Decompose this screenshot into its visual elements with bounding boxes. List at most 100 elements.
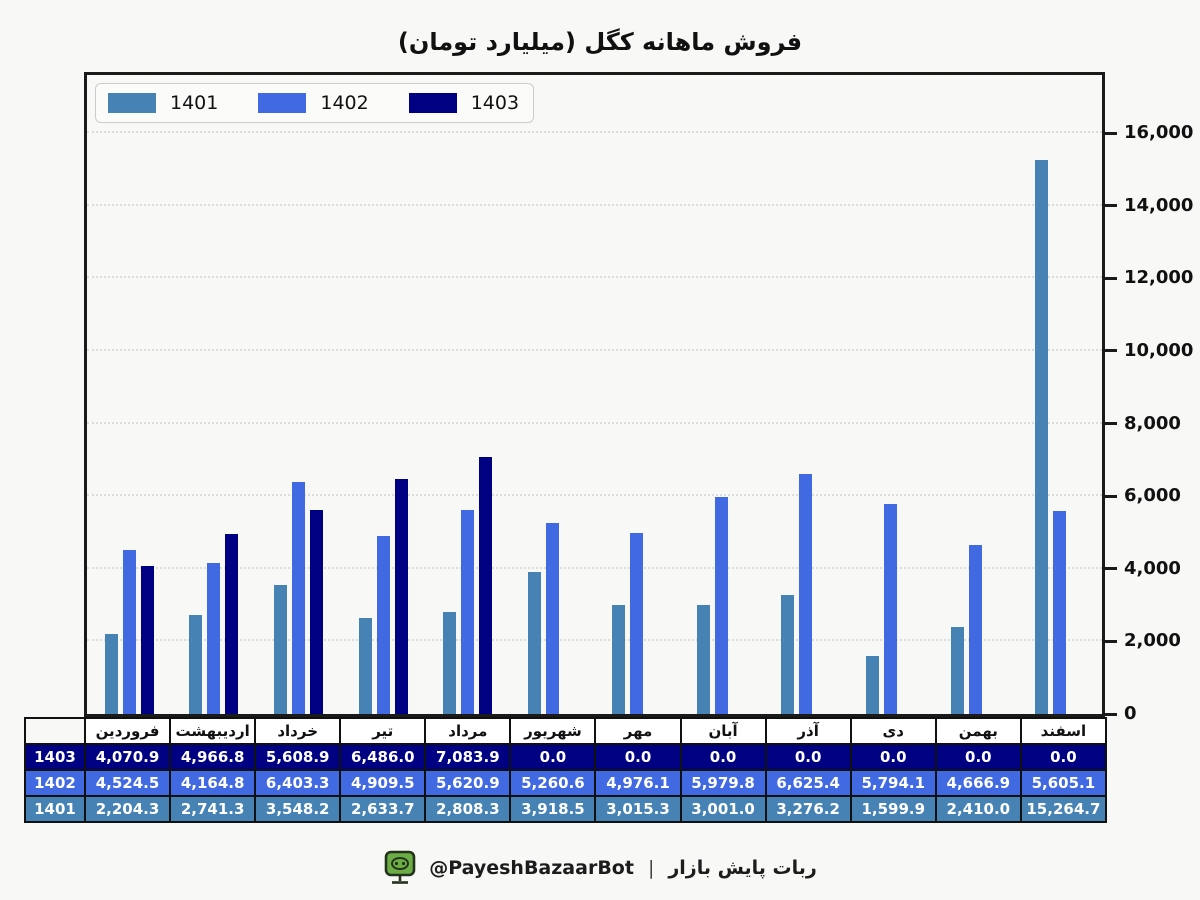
table-value-cell: 5,979.8	[679, 769, 767, 797]
table-value-cell: 4,909.5	[339, 769, 427, 797]
bar-1402	[376, 535, 390, 714]
bar-group-9	[764, 75, 849, 714]
table-row-1401: 1401 2,204.3 2,741.3 3,548.2 2,633.7 2,808.3 3…	[24, 795, 1107, 823]
table-value-cell: 4,164.8	[169, 769, 257, 797]
y-tick-label: 2,000	[1124, 630, 1181, 652]
table-value-cell: 0.0	[1019, 743, 1107, 771]
bar-1401	[950, 626, 964, 714]
y-tick	[1105, 204, 1117, 208]
bar-1401	[358, 618, 372, 714]
y-tick	[1105, 422, 1117, 426]
table-header-row: فروردین اردیبهشت خرداد تیر مرداد شهریور مهر آبا…	[24, 717, 1107, 745]
bar-1402	[1053, 510, 1067, 714]
legend-swatch-icon	[258, 93, 307, 113]
footer-caption: ربات پایش بازار	[668, 857, 817, 879]
table-value-cell: 0.0	[764, 743, 852, 771]
bar-1403	[140, 566, 154, 714]
bar-1401	[527, 571, 541, 714]
y-tick-label: 4,000	[1124, 557, 1181, 579]
table-row-1402: 1402 4,524.5 4,164.8 6,403.3 4,909.5 5,620.9 5…	[24, 769, 1107, 797]
month-header-cell: خرداد	[254, 717, 342, 745]
table-value-cell: 0.0	[849, 743, 937, 771]
y-tick-label: 0	[1124, 703, 1137, 724]
table-value-cell: 3,276.2	[764, 795, 852, 823]
table-value-cell: 5,260.6	[509, 769, 597, 797]
y-tick	[1105, 712, 1117, 716]
table-value-cell: 4,966.8	[169, 743, 257, 771]
bar-1402	[291, 481, 305, 714]
table-value-cell: 1,599.9	[849, 795, 937, 823]
legend-item-1403: 1403	[408, 92, 520, 114]
gridline	[87, 639, 1102, 642]
y-tick	[1105, 639, 1117, 643]
gridline	[87, 421, 1102, 424]
month-header-cell: تیر	[339, 717, 427, 745]
bar-1401	[1035, 159, 1049, 714]
table-value-cell: 0.0	[594, 743, 682, 771]
bar-1402	[883, 503, 897, 714]
month-header-cell: اردیبهشت	[169, 717, 257, 745]
table-value-cell: 15,264.7	[1019, 795, 1107, 823]
table-value-cell: 2,808.3	[424, 795, 512, 823]
footer: @PayeshBazaarBot | ربات پایش بازار	[0, 850, 1200, 886]
bar-1402	[714, 496, 728, 714]
legend-label: 1403	[470, 92, 520, 114]
y-tick	[1105, 349, 1117, 353]
bar-group-12	[1017, 75, 1102, 714]
bars-layer	[87, 75, 1102, 714]
table-value-cell: 4,666.9	[934, 769, 1022, 797]
bar-1401	[612, 604, 626, 714]
footer-handle: @PayeshBazaarBot	[429, 857, 634, 879]
bar-1402	[630, 533, 644, 714]
legend-item-1401: 1401	[108, 92, 218, 114]
chart-title: فروش ماهانه کگل (میلیارد تومان)	[397, 28, 803, 56]
gridline	[87, 203, 1102, 206]
row-label-cell: 1403	[24, 743, 86, 771]
table-value-cell: 5,605.1	[1019, 769, 1107, 797]
table-row-1403: 1403 4,070.9 4,966.8 5,608.9 6,486.0 7,083.9 0…	[24, 743, 1107, 771]
gridline	[87, 276, 1102, 279]
table-value-cell: 0.0	[679, 743, 767, 771]
bar-1403	[394, 478, 408, 714]
month-header-cell: دی	[849, 717, 937, 745]
bar-group-11	[933, 75, 1018, 714]
bar-1401	[443, 612, 457, 714]
y-tick-label: 10,000	[1124, 339, 1194, 361]
table-value-cell: 5,608.9	[254, 743, 342, 771]
bar-group-7	[594, 75, 679, 714]
table-value-cell: 3,001.0	[679, 795, 767, 823]
bar-1403	[225, 533, 239, 714]
plot-area: 1401 1402 1403	[84, 72, 1105, 717]
bar-1403	[479, 456, 493, 714]
table-value-cell: 2,204.3	[83, 795, 172, 823]
table-value-cell: 3,548.2	[254, 795, 342, 823]
footer-separator: |	[647, 857, 655, 879]
bar-1402	[461, 509, 475, 714]
y-tick-label: 6,000	[1124, 485, 1181, 507]
bar-group-6	[510, 75, 595, 714]
y-tick-label: 12,000	[1124, 267, 1194, 289]
bar-1401	[865, 655, 879, 714]
legend-label: 1401	[170, 92, 219, 114]
table-value-cell: 4,524.5	[83, 769, 172, 797]
bar-1403	[309, 510, 323, 714]
row-label-cell: 1401	[24, 795, 86, 823]
legend-swatch-icon	[408, 93, 457, 113]
table-value-cell: 2,633.7	[339, 795, 427, 823]
y-tick-label: 16,000	[1124, 122, 1194, 144]
bar-group-8	[679, 75, 764, 714]
month-header-cell: بهمن	[934, 717, 1022, 745]
legend-item-1402: 1402	[258, 92, 369, 114]
robot-monitor-icon	[384, 850, 416, 884]
table-value-cell: 6,486.0	[339, 743, 427, 771]
bar-1402	[545, 523, 559, 714]
bar-group-5	[425, 75, 510, 714]
gridline	[87, 566, 1102, 569]
bar-group-1	[87, 75, 172, 714]
bar-group-3	[256, 75, 341, 714]
gridline	[87, 494, 1102, 497]
table-value-cell: 7,083.9	[424, 743, 512, 771]
table-corner-spacer	[24, 717, 86, 745]
legend: 1401 1402 1403	[95, 83, 535, 123]
legend-label: 1402	[320, 92, 369, 114]
